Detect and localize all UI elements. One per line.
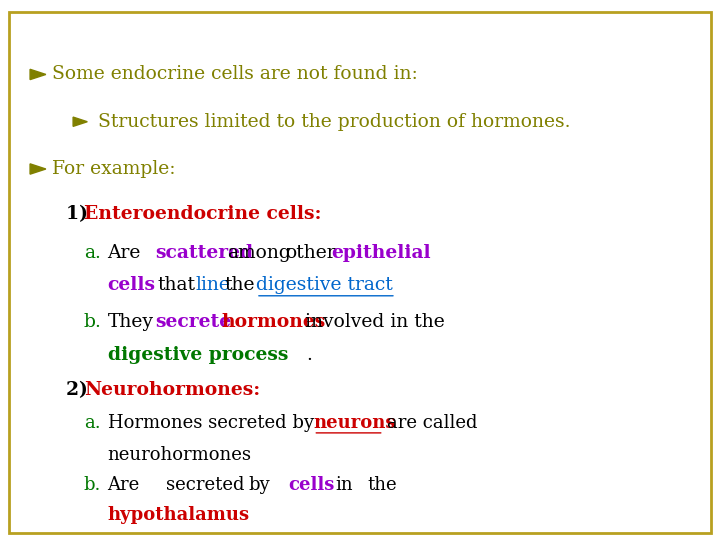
Text: hypothalamus: hypothalamus [107, 506, 250, 524]
Text: Some endocrine cells are not found in:: Some endocrine cells are not found in: [52, 65, 418, 84]
Text: in: in [335, 476, 353, 494]
Polygon shape [30, 69, 46, 79]
Text: a.: a. [84, 414, 101, 433]
Text: involved in the: involved in the [305, 313, 445, 330]
Text: Neurohormones:: Neurohormones: [84, 381, 260, 400]
Text: Are: Are [107, 476, 140, 494]
Text: cells: cells [107, 276, 156, 294]
Text: that: that [158, 276, 196, 294]
Text: b.: b. [84, 476, 102, 494]
Text: scattered: scattered [156, 244, 253, 262]
Text: the: the [225, 276, 255, 294]
Text: digestive process: digestive process [107, 346, 288, 363]
Text: neurons: neurons [313, 414, 396, 433]
Text: cells: cells [288, 476, 335, 494]
Text: by: by [249, 476, 271, 494]
Polygon shape [30, 164, 46, 174]
Text: the: the [367, 476, 397, 494]
Text: digestive tract: digestive tract [256, 276, 392, 294]
Text: They: They [107, 313, 153, 330]
Text: line: line [195, 276, 230, 294]
Text: .: . [306, 346, 312, 363]
Text: secreted: secreted [166, 476, 245, 494]
Text: 1): 1) [66, 205, 94, 223]
FancyBboxPatch shape [9, 12, 711, 533]
Text: Hormones secreted by: Hormones secreted by [107, 414, 313, 433]
Text: For example:: For example: [52, 160, 175, 178]
Text: b.: b. [84, 313, 102, 330]
Text: a.: a. [84, 244, 101, 262]
Text: epithelial: epithelial [331, 244, 431, 262]
Text: hormones: hormones [222, 313, 326, 330]
Text: Are: Are [107, 244, 141, 262]
Text: other: other [284, 244, 336, 262]
Text: Structures limited to the production of hormones.: Structures limited to the production of … [98, 113, 571, 131]
Text: 2): 2) [66, 381, 94, 400]
Text: are called: are called [387, 414, 478, 433]
Text: among: among [228, 244, 291, 262]
Polygon shape [73, 117, 87, 126]
Text: secrete: secrete [156, 313, 232, 330]
Text: neurohormones: neurohormones [107, 446, 251, 464]
Text: Enteroendocrine cells:: Enteroendocrine cells: [84, 205, 321, 223]
